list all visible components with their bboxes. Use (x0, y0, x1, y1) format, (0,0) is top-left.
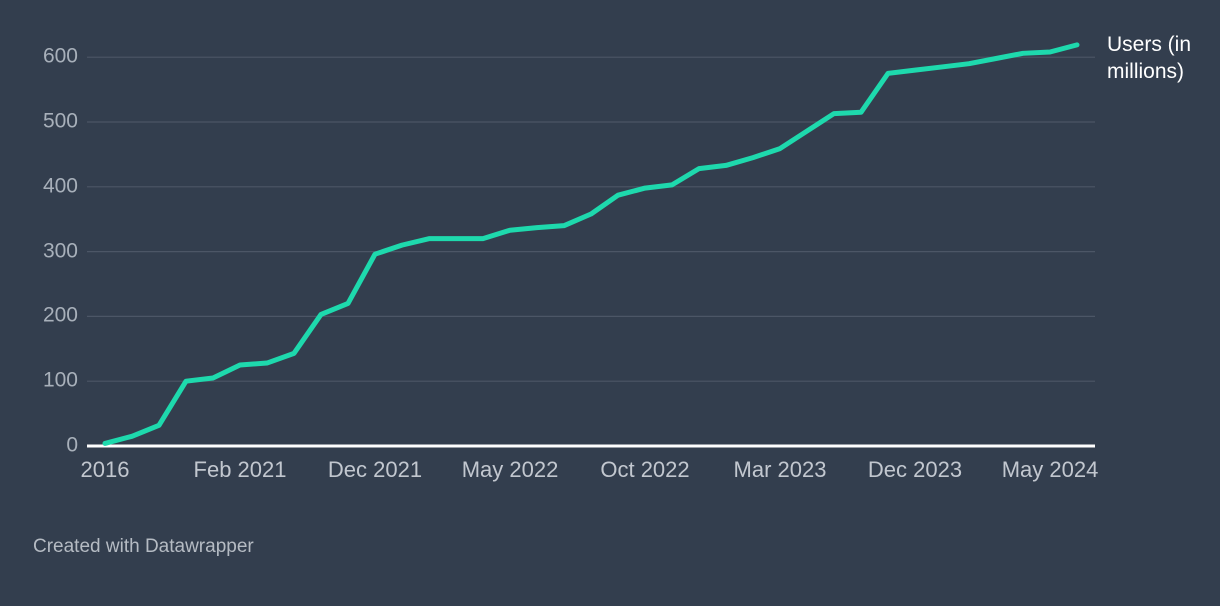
y-axis-tick-label: 400 (42, 174, 78, 198)
y-axis-tick-label: 0 (66, 433, 78, 457)
x-axis-tick-label: Dec 2023 (867, 457, 963, 482)
x-axis-tick-label: Mar 2023 (733, 457, 827, 482)
x-axis-tick-label: May 2022 (461, 457, 559, 482)
y-axis-tick-label: 600 (42, 44, 78, 68)
x-axis-tick-label: Dec 2021 (327, 457, 423, 482)
y-axis-tick-label: 200 (42, 303, 78, 327)
x-axis-tick-label: Oct 2022 (600, 457, 690, 482)
datawrapper-attribution-link[interactable]: Created with Datawrapper (33, 536, 254, 557)
series-label: Users (in millions) (1107, 33, 1192, 83)
x-axis-tick-label: Feb 2021 (193, 457, 287, 482)
x-axis-tick-label: May 2024 (1001, 457, 1099, 482)
y-axis-tick-label: 300 (42, 239, 78, 263)
y-axis-tick-label: 100 (42, 368, 78, 392)
y-axis-tick-label: 500 (42, 109, 78, 133)
x-axis-tick-label: 2016 (80, 457, 130, 482)
users-series-line (102, 42, 1080, 446)
